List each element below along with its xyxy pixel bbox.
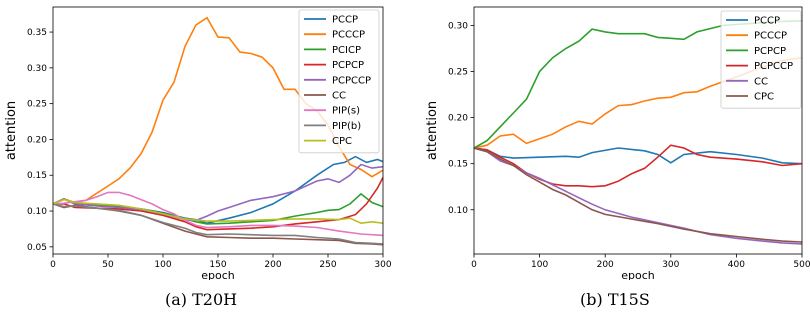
x-tick-label: 0 xyxy=(471,260,477,270)
legend-label: CPC xyxy=(332,136,352,147)
y-tick-label: 0.25 xyxy=(27,100,47,110)
legend-label: PIP(s) xyxy=(332,106,360,117)
y-tick-label: 0.35 xyxy=(27,28,47,38)
x-tick-label: 300 xyxy=(662,260,679,270)
legend: PCCP PCCCP PCPCP PCPCCP CC CPC xyxy=(720,10,802,109)
y-axis-label: attention xyxy=(4,101,19,160)
y-axis-label: attention xyxy=(425,101,440,160)
legend-label: PCCP xyxy=(754,16,780,27)
x-tick-label: 100 xyxy=(154,260,171,270)
x-tick-label: 150 xyxy=(209,260,226,270)
series-line-cpc xyxy=(474,147,802,243)
legend-label: CC xyxy=(754,76,768,87)
caption-left: (a) T20H xyxy=(165,290,238,309)
legend-label: PCPCP xyxy=(754,46,786,57)
series-line-pcpccp xyxy=(53,163,383,222)
x-axis-label: epoch xyxy=(621,269,655,280)
legend-label: PCPCCP xyxy=(332,75,371,86)
caption-right: (b) T15S xyxy=(580,290,650,309)
y-tick-label: 0.10 xyxy=(27,207,47,217)
legend-label: CC xyxy=(332,91,346,102)
figure: 0 50 100 150 200 250 300 0.05 0.10 0.15 0.20 0.25 0.… xyxy=(4,6,810,280)
y-tick-label: 0.20 xyxy=(448,114,468,124)
x-tick-label: 0 xyxy=(50,260,56,270)
x-tick-label: 200 xyxy=(597,260,614,270)
y-tick-label: 0.20 xyxy=(27,135,47,145)
y-tick-label: 0.15 xyxy=(448,160,468,170)
y-tick-label: 0.10 xyxy=(448,206,468,216)
x-axis-label: epoch xyxy=(201,269,235,280)
y-tick-label: 0.30 xyxy=(27,64,47,74)
series-line-pip-b- xyxy=(53,203,383,245)
y-tick-label: 0.15 xyxy=(27,171,47,181)
legend-label: PCPCCP xyxy=(754,61,793,72)
series-line-pcpcp xyxy=(474,20,802,149)
x-tick-label: 200 xyxy=(264,260,281,270)
x-tick-label: 400 xyxy=(728,260,745,270)
x-tick-label: 100 xyxy=(531,260,548,270)
series-line-cpc xyxy=(53,198,383,225)
x-tick-label: 300 xyxy=(374,260,391,270)
legend-label: PIP(b) xyxy=(332,121,361,132)
chart-right: 0 100 200 300 400 500 0.10 0.15 0.20 0.25 0.30 epoc… xyxy=(425,6,810,280)
series-line-pip-s- xyxy=(53,191,383,237)
legend-label: PCPCP xyxy=(332,60,364,71)
x-tick-label: 500 xyxy=(793,260,810,270)
x-tick-label: 250 xyxy=(319,260,336,270)
x-tick-label: 50 xyxy=(102,260,114,270)
series-line-cc xyxy=(474,147,802,245)
series-line-pcpccp xyxy=(474,144,802,188)
legend: PCCP PCCCP PCICP PCPCP PCPCCP CC PIP(s) PIP(b) C… xyxy=(298,9,380,154)
y-tick-label: 0.25 xyxy=(448,68,468,78)
chart-left: 0 50 100 150 200 250 300 0.05 0.10 0.15 0.20 0.25 0.… xyxy=(4,6,392,280)
y-tick-label: 0.05 xyxy=(27,243,47,253)
legend-label: CPC xyxy=(754,92,774,103)
series-line-pcccp xyxy=(474,56,802,149)
legend-label: PCICP xyxy=(332,45,361,56)
legend-box xyxy=(298,9,380,154)
series-line-pccp xyxy=(474,147,802,165)
y-tick-label: 0.30 xyxy=(448,21,468,31)
legend-label: PCCCP xyxy=(754,31,787,42)
plot-frame xyxy=(473,6,803,255)
legend-label: PCCCP xyxy=(332,30,365,41)
legend-label: PCCP xyxy=(332,15,358,26)
